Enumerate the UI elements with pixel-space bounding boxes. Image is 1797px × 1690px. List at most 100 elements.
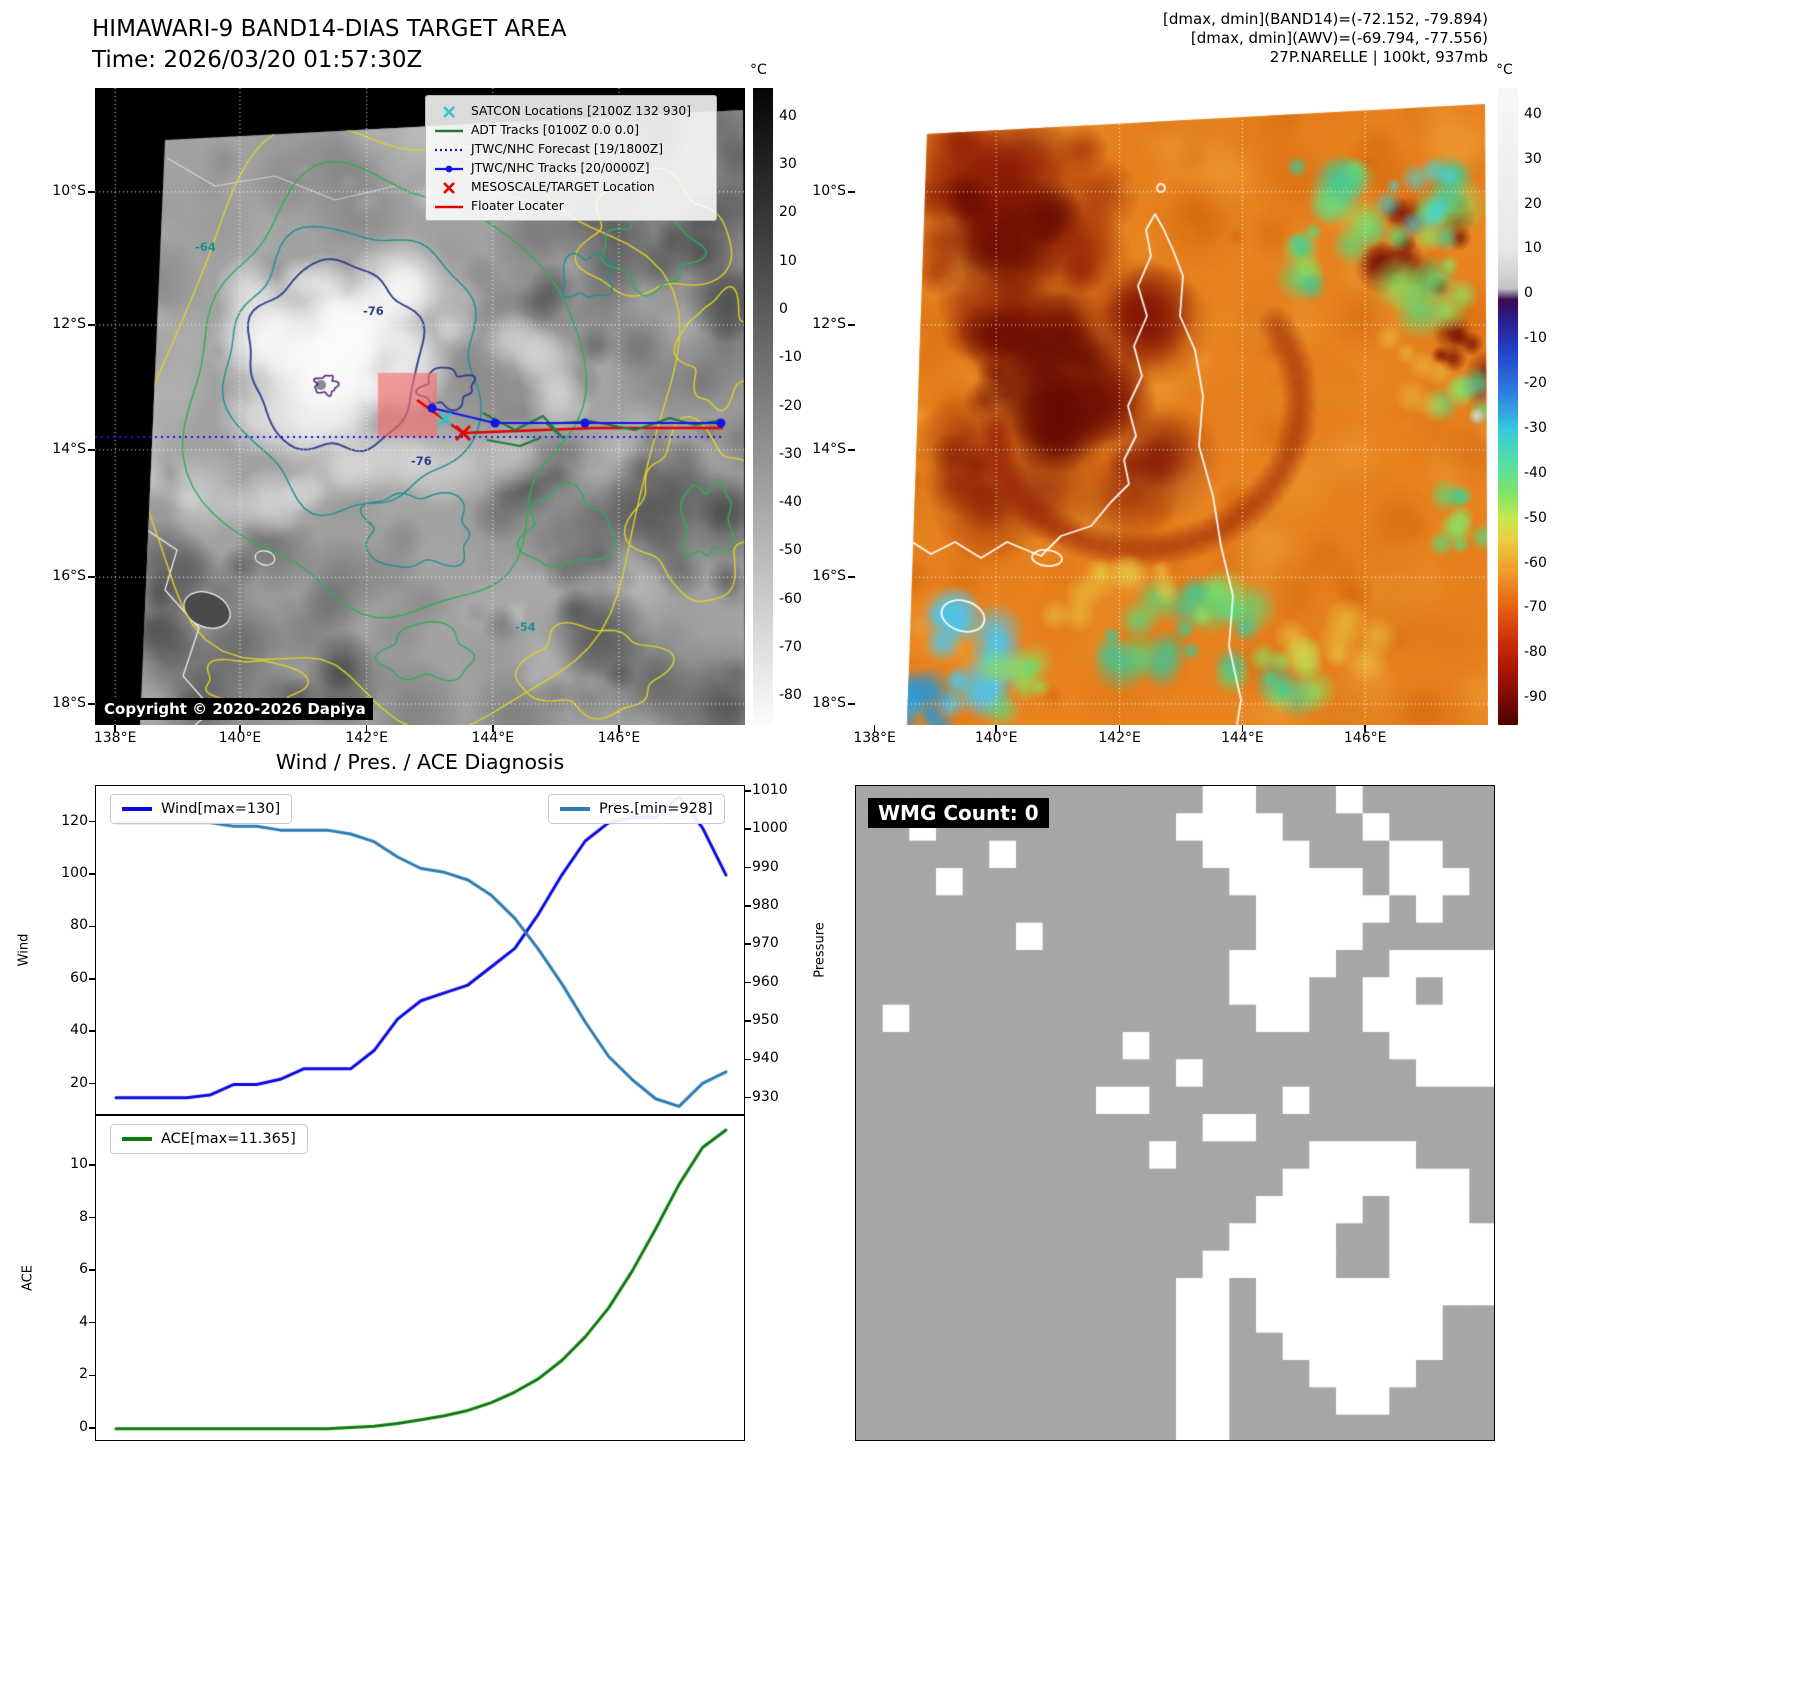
lon-tick-label: 142°E (345, 730, 388, 746)
colorbar-tick-label: -80 (779, 687, 802, 704)
colorbar-tick-label: 10 (779, 252, 797, 269)
tick-mark (848, 191, 855, 193)
lat-tick-label: 10°S (52, 182, 86, 199)
tick-mark (492, 725, 494, 732)
tick-mark (618, 725, 620, 732)
colorbar-tick-label: 20 (1524, 195, 1542, 212)
lat-tick-label: 18°S (812, 694, 846, 711)
colorbar-tick-label: -40 (1524, 464, 1547, 481)
ace-tick-label: 10 (70, 1155, 88, 1172)
lon-tick-label: 142°E (1098, 730, 1141, 746)
legend-item-label: ADT Tracks [0100Z 0.0 0.0] (471, 122, 640, 137)
tick-mark (88, 191, 95, 193)
legend-x-marker-icon (434, 104, 464, 118)
colorbar-tick-label: 0 (779, 300, 788, 317)
tick-mark (745, 1020, 751, 1022)
copyright-label: Copyright © 2020-2026 Dapiya (97, 698, 373, 720)
lon-tick-label: 140°E (218, 730, 262, 746)
lon-tick-label: 146°E (597, 730, 641, 746)
tick-mark (89, 1082, 95, 1085)
wmg-panel: WMG Count: 0 (855, 785, 1495, 1441)
tick-mark (745, 905, 751, 907)
ace-legend: ACE[max=11.365] (110, 1124, 308, 1154)
tick-mark (89, 1030, 95, 1032)
lat-tick-label: 16°S (812, 568, 846, 585)
wind-pressure-lines-canvas (96, 786, 744, 1114)
legend-item-label: SATCON Locations [2100Z 132 930] (471, 103, 692, 118)
awv-satellite-canvas (855, 88, 1488, 725)
legend-line-swatch (122, 807, 152, 811)
wmg-mask-canvas (856, 786, 1494, 1440)
lon-tick-label: 138°E (93, 730, 137, 746)
ace-tick-label: 6 (79, 1261, 88, 1278)
tick-mark (89, 820, 95, 823)
ace-tick-label: 0 (79, 1418, 88, 1435)
colorbar-tick-label: -30 (779, 445, 802, 462)
legend-item: JTWC/NHC Tracks [20/0000Z] (434, 158, 708, 177)
tick-mark (89, 925, 95, 928)
lon-tick-label: 144°E (471, 730, 515, 746)
colorbar-tick-label: -10 (1524, 330, 1547, 347)
legend-item-label: Floater Locater (471, 198, 564, 213)
lat-tick-label: 14°S (52, 440, 86, 457)
colorbar-tick-label: 0 (1524, 285, 1533, 302)
tick-mark (745, 828, 751, 830)
tick-mark (88, 576, 95, 578)
tick-mark (1241, 725, 1244, 732)
tick-mark (848, 703, 855, 705)
legend-x-marker-icon (434, 180, 464, 194)
band14-map: SATCON Locations [2100Z 132 930] ADT Trac… (95, 88, 745, 725)
lat-tick-label: 16°S (52, 568, 86, 585)
tick-mark (848, 449, 855, 451)
wind-tick-label: 20 (70, 1074, 88, 1091)
legend-item-label: JTWC/NHC Forecast [19/1800Z] (471, 141, 664, 156)
tick-mark (89, 1164, 95, 1166)
colorbar-tick-label: -30 (1524, 419, 1547, 436)
pressure-tick-label: 930 (752, 1088, 779, 1105)
pressure-tick-label: 950 (752, 1011, 779, 1028)
tick-mark (745, 1058, 751, 1061)
tick-mark (89, 1374, 95, 1377)
legend-dotted-marker-icon (434, 142, 464, 156)
ace-axis-label: ACE (20, 1265, 36, 1291)
pressure-tick-label: 960 (752, 973, 779, 990)
wind-legend: Wind[max=130] (110, 794, 293, 824)
legend-item-label: JTWC/NHC Tracks [20/0000Z] (471, 160, 650, 175)
colorbar-tick-label: -70 (779, 638, 802, 655)
wind-tick-label: 100 (61, 865, 88, 882)
legend-line-marker-icon (434, 123, 464, 137)
tick-mark (88, 703, 95, 705)
legend-item: Floater Locater (434, 196, 708, 215)
awv-dmax-awv-line: [dmax, dmin](AWV)=(-69.794, -77.556) (1190, 29, 1488, 47)
legend-line-marker-icon (434, 199, 464, 213)
legend-line-swatch (122, 1137, 152, 1141)
legend-item: ADT Tracks [0100Z 0.0 0.0] (434, 120, 708, 139)
tick-mark (239, 725, 241, 732)
tick-mark (873, 725, 876, 732)
pressure-tick-label: 940 (752, 1050, 779, 1067)
ace-tick-label: 8 (79, 1208, 88, 1225)
colorbar-tick-label: -90 (1524, 689, 1547, 706)
colorbar-tick-label: 40 (1524, 105, 1542, 122)
diagnosis-title: Wind / Pres. / ACE Diagnosis (275, 750, 565, 774)
tick-mark (1364, 725, 1366, 732)
legend-item: JTWC/NHC Forecast [19/1800Z] (434, 139, 708, 158)
colorbar-tick-label: 30 (779, 156, 797, 173)
tick-mark (848, 324, 855, 326)
colorbar-tick-label: -60 (779, 590, 802, 607)
lon-tick-label: 138°E (853, 730, 896, 746)
wind-tick-label: 120 (61, 812, 88, 829)
tick-mark (365, 725, 368, 732)
wind-tick-label: 80 (70, 917, 88, 934)
lon-tick-label: 140°E (974, 730, 1018, 746)
wmg-count-label: WMG Count: 0 (868, 798, 1049, 828)
colorbar-tick-label: -80 (1524, 644, 1547, 661)
tick-mark (1118, 725, 1121, 732)
pressure-tick-label: 970 (752, 935, 779, 952)
legend-series-label: Pres.[min=928] (599, 801, 713, 817)
awv-colorbar-unit: °C (1496, 62, 1513, 78)
legend-series-label: ACE[max=11.365] (161, 1131, 296, 1147)
lat-tick-label: 10°S (812, 182, 846, 199)
ace-tick-label: 4 (79, 1313, 88, 1330)
pressure-legend: Pres.[min=928] (548, 794, 725, 824)
